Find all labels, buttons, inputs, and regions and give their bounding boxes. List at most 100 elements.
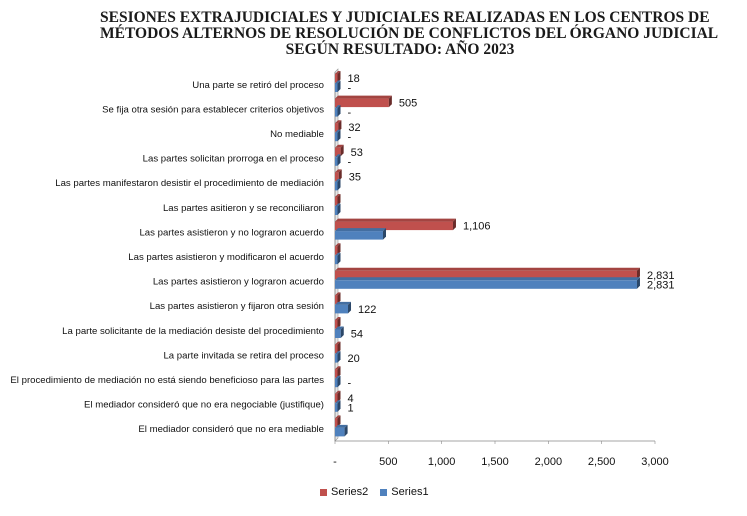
x-tick-label: - bbox=[333, 456, 337, 468]
category-label: La parte solicitante de la mediación des… bbox=[62, 326, 324, 337]
category-label: El mediador consideró que no era mediabl… bbox=[138, 424, 324, 435]
bar-side-series2 bbox=[338, 169, 342, 181]
bar-series2 bbox=[335, 221, 453, 231]
bar-side-series1 bbox=[337, 351, 341, 363]
data-label-series1: 1 bbox=[348, 402, 354, 414]
bar-series2 bbox=[335, 320, 338, 329]
bar-top-series2 bbox=[335, 95, 392, 99]
bar-side-series2 bbox=[636, 267, 640, 280]
bar-top-series2 bbox=[335, 71, 341, 74]
category-label: Las partes asistieron y no lograron acue… bbox=[139, 227, 324, 238]
bar-side-series1 bbox=[636, 277, 640, 289]
bar-series1 bbox=[335, 280, 637, 289]
bar-side-series2 bbox=[337, 292, 341, 304]
bar-series1 bbox=[335, 255, 338, 265]
bar-series2 bbox=[335, 418, 338, 427]
bar-series2 bbox=[335, 393, 338, 403]
bar-side-series2 bbox=[337, 415, 341, 427]
x-tick-label: 3,000 bbox=[641, 456, 669, 468]
bar-side-series1 bbox=[337, 400, 341, 412]
bar-series1 bbox=[335, 403, 338, 412]
category-label: La parte invitada se retira del proceso bbox=[163, 350, 324, 361]
bar-side-series2 bbox=[338, 120, 342, 132]
bar-series1 bbox=[335, 83, 338, 92]
bar-side-series1 bbox=[337, 129, 341, 142]
x-tick-label: 2,500 bbox=[588, 456, 616, 468]
bar-top-series2 bbox=[335, 243, 341, 247]
x-tick-label: 1,500 bbox=[481, 456, 509, 468]
bar-side-series1 bbox=[383, 228, 386, 240]
bar-side-series1 bbox=[344, 424, 348, 437]
category-label: Las partes asistieron y lograron acuerdo bbox=[153, 277, 324, 288]
category-label: Las partes solicitan prorroga en el proc… bbox=[143, 154, 324, 165]
bar-top-series1 bbox=[335, 301, 352, 305]
chart-title-line-2: MÉTODOS ALTERNOS DE RESOLUCIÓN DE CONFLI… bbox=[100, 25, 719, 42]
bar-side-series1 bbox=[337, 80, 341, 92]
data-label-series1: 2,831 bbox=[647, 279, 675, 291]
category-label: No mediable bbox=[270, 129, 324, 140]
bar-top-series2 bbox=[335, 267, 640, 271]
bar-top-series2 bbox=[335, 292, 341, 296]
bar-top-series1 bbox=[335, 129, 341, 133]
bar-top-series1 bbox=[335, 424, 348, 428]
legend-label-series2: Series2 bbox=[331, 486, 369, 498]
bar-series1 bbox=[335, 108, 338, 117]
bar-series2 bbox=[335, 123, 339, 132]
data-label-series1: - bbox=[348, 107, 352, 119]
bar-series2 bbox=[335, 197, 338, 206]
bar-top-series2 bbox=[335, 390, 341, 394]
bar-top-series2 bbox=[335, 317, 341, 320]
bar-series2 bbox=[335, 246, 338, 255]
category-label: Las partes manifestaron desistir el proc… bbox=[55, 178, 324, 189]
bar-top-series1 bbox=[335, 228, 386, 232]
bar-series1 bbox=[335, 132, 338, 142]
chart-title-line-3: SEGÚN RESULTADO: AÑO 2023 bbox=[285, 41, 515, 58]
x-tick-label: 2,000 bbox=[535, 456, 563, 468]
bar-top-series1 bbox=[335, 105, 341, 109]
bar-top-series2 bbox=[335, 415, 341, 419]
bar-top-series2 bbox=[335, 341, 341, 345]
data-label-series2: 35 bbox=[349, 171, 361, 183]
bar-series2 bbox=[335, 147, 341, 157]
category-label: El mediador consideró que no era negocia… bbox=[84, 400, 324, 411]
bar-side-series1 bbox=[348, 301, 352, 314]
bar-side-series1 bbox=[340, 326, 344, 338]
bar-side-series2 bbox=[337, 243, 341, 255]
bar-series1 bbox=[335, 181, 338, 191]
category-label: Se fija otra sesión para establecer crit… bbox=[102, 104, 324, 115]
data-label-series1: 54 bbox=[351, 329, 363, 341]
bar-top-series2 bbox=[335, 194, 341, 197]
legend-label-series1: Series1 bbox=[391, 486, 429, 498]
bar-side-series1 bbox=[337, 252, 341, 265]
bar-side-series2 bbox=[452, 218, 456, 231]
bar-series1 bbox=[335, 329, 341, 338]
bar-top-series2 bbox=[335, 169, 342, 173]
bar-top-series1 bbox=[335, 252, 341, 256]
chart-title: SESIONES EXTRAJUDICIALES Y JUDICIALES RE… bbox=[100, 10, 719, 58]
category-label: El procedimiento de mediación no está si… bbox=[10, 375, 324, 386]
bar-top-series2 bbox=[335, 120, 342, 124]
bar-side-series2 bbox=[388, 95, 392, 108]
data-label-series2: 2,831 bbox=[647, 270, 675, 282]
data-label-series1: - bbox=[348, 132, 352, 144]
bar-top-series2 bbox=[335, 144, 344, 148]
bar-top-series1 bbox=[335, 351, 341, 355]
chart-legend: Series2 Series1 bbox=[320, 486, 429, 498]
category-label: Las partes asistieron y fijaron otra ses… bbox=[150, 301, 324, 312]
bar-side-series1 bbox=[337, 375, 341, 388]
legend-item-series2: Series2 bbox=[320, 486, 368, 498]
x-tick-label: 1,000 bbox=[428, 456, 456, 468]
bar-series2 bbox=[335, 172, 339, 181]
bar-side-series2 bbox=[337, 341, 341, 354]
bar-series2 bbox=[335, 344, 338, 354]
bar-side-series1 bbox=[337, 203, 341, 215]
bar-top-series1 bbox=[335, 203, 341, 207]
bar-series1 bbox=[335, 206, 338, 215]
data-label-series2: 4 bbox=[348, 393, 354, 405]
data-label-series2: 505 bbox=[399, 98, 417, 110]
data-label-series1: - bbox=[348, 378, 352, 390]
bar-series1 bbox=[335, 304, 349, 314]
bar-top-series2 bbox=[335, 218, 456, 222]
bar-series2 bbox=[335, 270, 637, 280]
